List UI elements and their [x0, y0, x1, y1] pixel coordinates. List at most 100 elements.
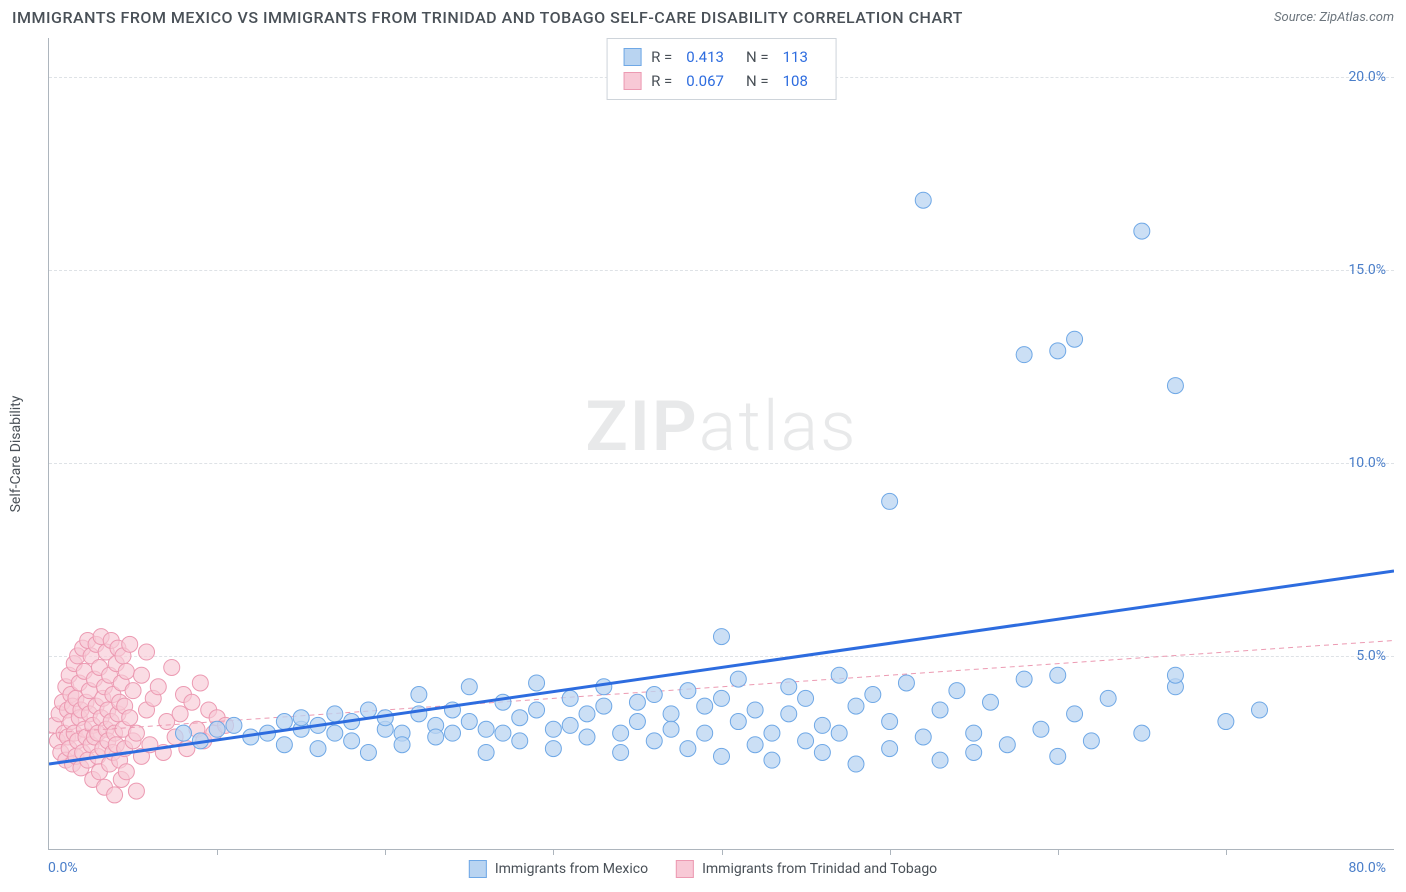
x-tick-mark: [553, 849, 554, 855]
data-point-mexico: [596, 698, 612, 714]
data-point-mexico: [730, 714, 746, 730]
data-point-mexico: [579, 706, 595, 722]
data-point-mexico: [848, 698, 864, 714]
data-point-mexico: [310, 741, 326, 757]
data-point-mexico: [1016, 671, 1032, 687]
data-point-trinidad: [122, 710, 138, 726]
series-legend: Immigrants from Mexico Immigrants from Tr…: [469, 860, 937, 878]
data-point-mexico: [545, 741, 561, 757]
data-point-mexico: [344, 733, 360, 749]
data-point-mexico: [394, 737, 410, 753]
data-point-mexico: [276, 737, 292, 753]
x-tick-mark: [1226, 849, 1227, 855]
data-point-mexico: [646, 733, 662, 749]
chart-title: IMMIGRANTS FROM MEXICO VS IMMIGRANTS FRO…: [12, 8, 963, 27]
r-value: 0.067: [686, 69, 724, 93]
legend-swatch-icon: [623, 72, 641, 90]
data-point-mexico: [293, 710, 309, 726]
data-point-mexico: [579, 729, 595, 745]
data-point-mexico: [1050, 748, 1066, 764]
n-label: N =: [746, 69, 769, 93]
data-point-mexico: [680, 741, 696, 757]
data-point-mexico: [781, 679, 797, 695]
data-point-mexico: [798, 690, 814, 706]
data-point-mexico: [764, 725, 780, 741]
n-label: N =: [746, 45, 769, 69]
data-point-mexico: [562, 690, 578, 706]
data-point-mexico: [1100, 690, 1116, 706]
data-point-mexico: [848, 756, 864, 772]
data-point-mexico: [680, 683, 696, 699]
data-point-mexico: [613, 744, 629, 760]
x-tick-mark: [722, 849, 723, 855]
source-attribution: Source: ZipAtlas.com: [1274, 10, 1394, 25]
data-point-mexico: [714, 629, 730, 645]
data-point-mexico: [629, 714, 645, 730]
data-point-mexico: [226, 717, 242, 733]
legend-label: Immigrants from Mexico: [495, 861, 648, 877]
data-point-mexico: [629, 694, 645, 710]
data-point-mexico: [529, 702, 545, 718]
y-axis-label: Self-Care Disability: [8, 396, 24, 513]
data-point-trinidad: [125, 683, 141, 699]
data-point-mexico: [966, 725, 982, 741]
data-point-mexico: [983, 694, 999, 710]
data-point-mexico: [781, 706, 797, 722]
data-point-mexico: [697, 725, 713, 741]
r-label: R =: [651, 45, 672, 69]
data-point-mexico: [360, 744, 376, 760]
data-point-mexico: [1167, 667, 1183, 683]
data-point-trinidad: [164, 659, 180, 675]
legend-item: Immigrants from Mexico: [469, 860, 648, 878]
data-point-mexico: [747, 737, 763, 753]
legend-item: Immigrants from Trinidad and Tobago: [676, 860, 937, 878]
data-point-trinidad: [128, 783, 144, 799]
data-point-mexico: [730, 671, 746, 687]
x-axis-max-label: 80.0%: [1348, 860, 1386, 876]
correlation-legend: R =0.413N =113R =0.067N =108: [606, 38, 837, 100]
data-point-mexico: [276, 714, 292, 730]
data-point-mexico: [697, 698, 713, 714]
data-point-trinidad: [107, 787, 123, 803]
data-point-mexico: [932, 752, 948, 768]
data-point-mexico: [747, 702, 763, 718]
data-point-mexico: [1033, 721, 1049, 737]
data-point-mexico: [209, 721, 225, 737]
data-point-mexico: [798, 733, 814, 749]
corr-legend-row: R =0.413N =113: [623, 45, 820, 69]
data-point-mexico: [663, 706, 679, 722]
data-point-mexico: [814, 717, 830, 733]
data-point-trinidad: [118, 764, 134, 780]
trend-line-mexico: [49, 571, 1394, 764]
data-point-mexico: [495, 725, 511, 741]
data-point-mexico: [882, 493, 898, 509]
source-link[interactable]: ZipAtlas.com: [1319, 10, 1394, 25]
data-point-trinidad: [133, 667, 149, 683]
legend-swatch-icon: [623, 48, 641, 66]
data-point-mexico: [327, 725, 343, 741]
data-point-mexico: [478, 744, 494, 760]
legend-swatch-icon: [676, 860, 694, 878]
data-point-mexico: [512, 710, 528, 726]
data-point-mexico: [562, 717, 578, 733]
data-point-mexico: [814, 744, 830, 760]
data-point-mexico: [1067, 706, 1083, 722]
data-point-mexico: [999, 737, 1015, 753]
data-point-mexico: [596, 679, 612, 695]
chart-plot-area: R =0.413N =113R =0.067N =108 ZIPatlas 5.…: [48, 38, 1394, 850]
data-point-mexico: [1134, 223, 1150, 239]
data-point-mexico: [428, 729, 444, 745]
data-point-trinidad: [122, 636, 138, 652]
data-point-mexico: [478, 721, 494, 737]
data-point-mexico: [915, 192, 931, 208]
data-point-mexico: [176, 725, 192, 741]
x-tick-mark: [890, 849, 891, 855]
data-point-mexico: [764, 752, 780, 768]
data-point-trinidad: [118, 663, 134, 679]
data-point-mexico: [1134, 725, 1150, 741]
data-point-trinidad: [139, 644, 155, 660]
r-value: 0.413: [686, 45, 724, 69]
data-point-mexico: [411, 687, 427, 703]
data-point-trinidad: [184, 694, 200, 710]
data-point-mexico: [882, 741, 898, 757]
